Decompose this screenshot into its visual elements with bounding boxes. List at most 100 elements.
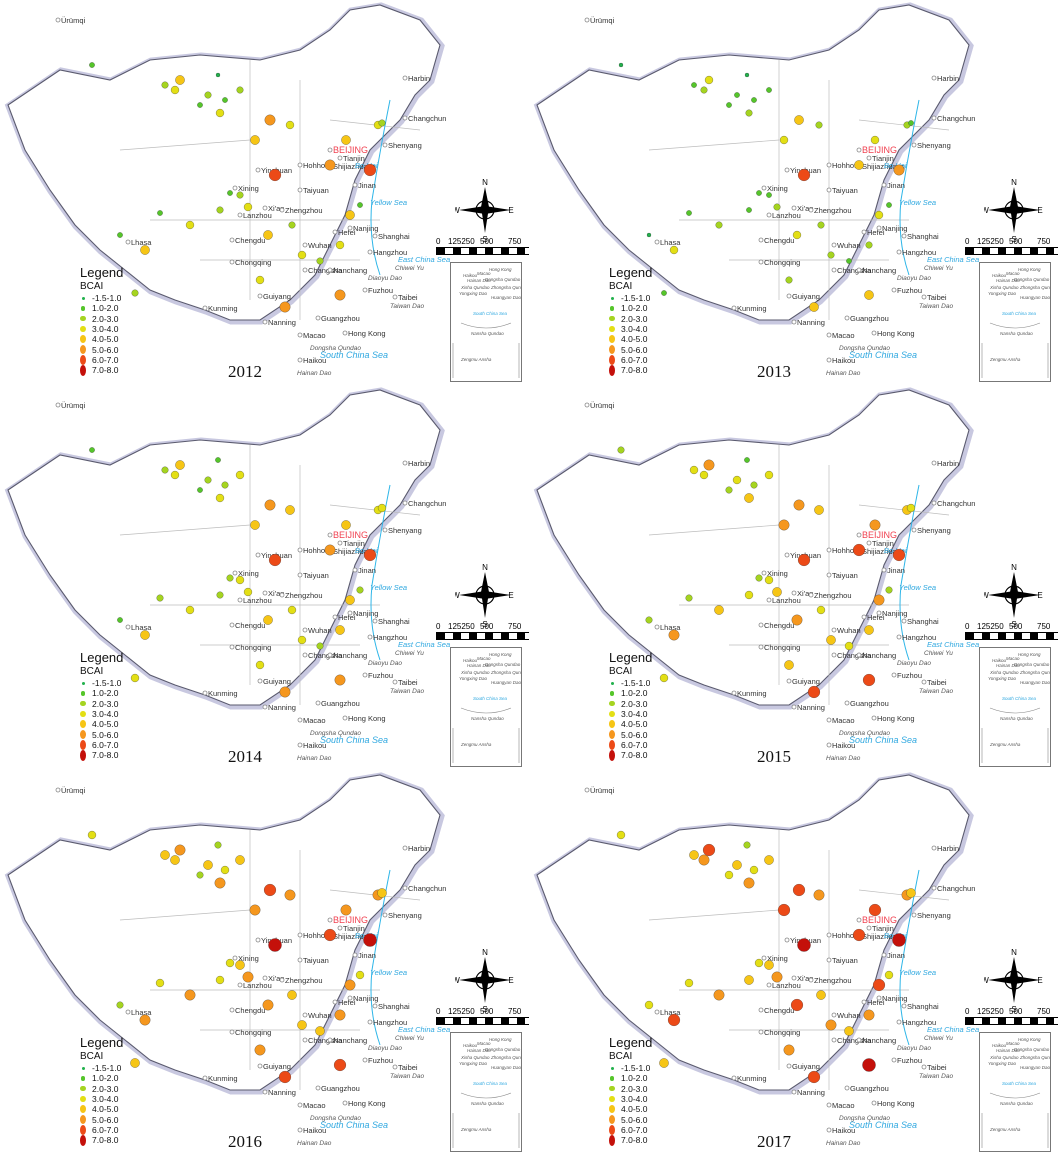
island-label: Hainan Dao xyxy=(826,755,861,762)
city-dot xyxy=(791,1089,797,1095)
scale-tick-label: 500 xyxy=(1009,1007,1023,1016)
city-dot xyxy=(327,532,333,538)
city-marker: BEIJING xyxy=(327,530,368,540)
city-label: Guiyang xyxy=(263,1062,291,1071)
city-dot xyxy=(255,552,261,558)
city-marker: Guangzhou xyxy=(315,699,360,708)
legend-row: 6.0-7.0 xyxy=(80,354,123,366)
bcai-point xyxy=(155,978,165,988)
legend-label: 1.0-2.0 xyxy=(621,303,648,314)
map-panel-2017: Ürümqi Harbin Changchun Shenyang Hohhot BEIJI… xyxy=(529,770,1058,1155)
city-label: Chongqing xyxy=(764,1028,800,1037)
city-dot xyxy=(826,957,832,963)
city-label: Shenyang xyxy=(388,141,422,150)
bcai-point xyxy=(714,605,724,615)
city-dot xyxy=(654,239,660,245)
scale-bar: 01252505007501,000Km xyxy=(436,1007,529,1025)
bcai-point xyxy=(783,1044,795,1056)
city-marker: Taiyuan xyxy=(297,956,329,965)
bcai-point xyxy=(334,674,346,686)
legend-row: 7.0-8.0 xyxy=(80,364,123,376)
compass-e-label: E xyxy=(508,591,513,600)
compass-icon: N S W E xyxy=(984,563,1043,628)
inset-label: Yongxing Dao xyxy=(988,676,1017,681)
city-label: Taiyuan xyxy=(303,571,329,580)
compass-w-label: W xyxy=(984,206,989,215)
bcai-point xyxy=(356,586,364,594)
city-label: Changchun xyxy=(408,884,446,893)
legend: Legend BCAI -1.5-1.0 1.0-2.0 2.0-3.0 3.0-4.0 4… xyxy=(80,650,123,761)
legend-row: 5.0-6.0 xyxy=(609,344,652,355)
legend-title: Legend xyxy=(609,650,653,665)
compass-w-label: W xyxy=(455,591,460,600)
city-dot xyxy=(766,212,772,218)
bcai-point xyxy=(203,860,213,870)
compass-icon: N S W E xyxy=(455,948,514,1013)
city-label: Shanghai xyxy=(378,617,410,626)
legend-row: 2.0-3.0 xyxy=(609,1084,652,1094)
city-label: Taiyuan xyxy=(832,186,858,195)
city-label: Xining xyxy=(238,184,259,193)
city-dot xyxy=(262,975,268,981)
legend-label: 1.0-2.0 xyxy=(621,1073,648,1084)
city-label: Xining xyxy=(238,954,259,963)
city-label: Shenyang xyxy=(388,911,422,920)
bcai-point xyxy=(668,629,680,641)
compass-e-label: E xyxy=(1037,976,1042,985)
bcai-point xyxy=(161,81,169,89)
city-dot xyxy=(382,527,388,533)
city-dot xyxy=(896,1019,902,1025)
inset-label: Macao xyxy=(1006,271,1020,276)
city-label: Nanjing xyxy=(882,609,907,618)
compass-n-label: N xyxy=(482,178,488,187)
sea-label: East China Sea xyxy=(398,255,450,264)
city-dot xyxy=(297,717,303,723)
city-label: Chengdu xyxy=(235,621,265,630)
legend-swatch xyxy=(609,345,615,355)
bcai-point xyxy=(279,301,291,313)
city-dot xyxy=(347,610,353,616)
city-dot xyxy=(392,679,398,685)
bcai-point xyxy=(661,290,667,296)
city-label: Nanjing xyxy=(882,224,907,233)
city-dot xyxy=(766,597,772,603)
city-label: Tianjin xyxy=(343,924,365,933)
bcai-point xyxy=(324,544,336,556)
bcai-point xyxy=(170,470,180,480)
city-label: Lanzhou xyxy=(243,211,272,220)
city-label: BEIJING xyxy=(862,915,897,925)
bcai-point xyxy=(797,938,811,952)
city-label: Zhengzhou xyxy=(285,591,323,600)
bcai-point xyxy=(131,289,139,297)
city-marker: Lhasa xyxy=(654,623,681,632)
inset-label: Yongxing Dao xyxy=(459,1061,488,1066)
map-panel-2014: Ürümqi Harbin Changchun Shenyang Hohhot BEIJI… xyxy=(0,385,529,770)
sea-label: East China Sea xyxy=(927,255,979,264)
bcai-point xyxy=(764,855,774,865)
city-marker: Zhengzhou xyxy=(279,206,323,215)
city-label: Guiyang xyxy=(792,677,820,686)
legend-label: 6.0-7.0 xyxy=(92,1124,119,1135)
legend: Legend BCAI -1.5-1.0 1.0-2.0 2.0-3.0 3.0-4.0 4… xyxy=(609,1035,652,1146)
city-dot xyxy=(831,267,837,273)
city-marker: Changchun xyxy=(402,884,446,893)
city-dot xyxy=(856,532,862,538)
city-label: Lanzhou xyxy=(772,596,801,605)
city-dot xyxy=(861,229,867,235)
coastline-river xyxy=(370,484,391,661)
city-marker: Taibei xyxy=(392,1063,418,1072)
city-marker: Nanchang xyxy=(327,1036,367,1045)
bcai-point xyxy=(262,999,274,1011)
city-dot xyxy=(229,644,235,650)
city-dot xyxy=(367,249,373,255)
compass-n-label: N xyxy=(482,563,488,572)
island-label: Diaoyu Dao xyxy=(897,275,931,282)
city-dot xyxy=(931,75,937,81)
bcai-point xyxy=(255,275,265,285)
city-label: Lhasa xyxy=(131,238,152,247)
city-label: Jinan xyxy=(358,951,376,960)
bcai-point xyxy=(816,605,826,615)
city-marker: Hefei xyxy=(861,998,885,1007)
legend-label: 5.0-6.0 xyxy=(621,344,648,355)
legend-swatch xyxy=(609,1124,615,1136)
